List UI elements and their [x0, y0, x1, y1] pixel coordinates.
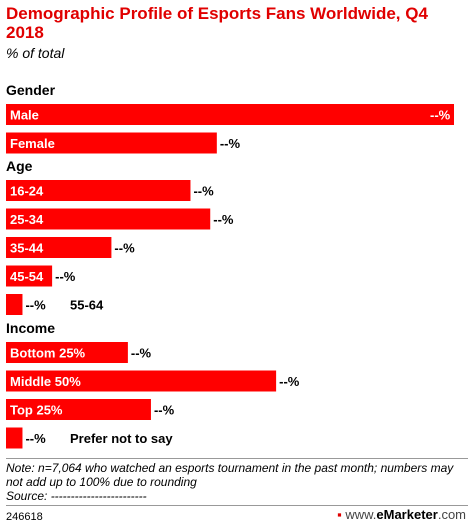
- chart-subtitle: % of total: [6, 45, 65, 61]
- footer-divider-bottom: [6, 505, 468, 506]
- bar-middle-50: [6, 370, 277, 392]
- bar-16-24: [6, 180, 191, 201]
- bar-label-top-25: Top 25%: [10, 403, 63, 418]
- bar-label-female: Female: [10, 136, 55, 151]
- bar-55-64: [6, 294, 23, 315]
- group-label-income: Income: [6, 320, 55, 336]
- data-label-16-24: --%: [193, 184, 214, 199]
- data-label-top-25: --%: [154, 403, 175, 418]
- bar-label-prefer-not-to-say: Prefer not to say: [70, 431, 173, 446]
- data-label-35-44: --%: [114, 241, 135, 256]
- data-label-male: --%: [430, 108, 451, 123]
- bar-label-16-24: 16-24: [10, 184, 44, 199]
- bar-label-middle-50: Middle 50%: [10, 374, 81, 389]
- bar-male: [6, 104, 454, 125]
- bar-45-54: [6, 265, 53, 287]
- emarketer-logo[interactable]: ▪ www.eMarketer.com: [337, 507, 466, 522]
- group-label-age: Age: [6, 158, 33, 174]
- group-label-gender: Gender: [6, 82, 56, 98]
- logo-name: eMarketer: [376, 507, 438, 522]
- bar-25-34: [6, 208, 211, 230]
- note-text: Note: n=7,064 who watched an esports tou…: [6, 461, 454, 489]
- logo-www: www.: [345, 507, 377, 522]
- bar-label-45-54: 45-54: [10, 269, 44, 284]
- logo-tld: .com: [437, 507, 466, 522]
- data-label-25-34: --%: [213, 212, 234, 227]
- bar-label-55-64: 55-64: [70, 298, 104, 313]
- bar-bottom-25: [6, 342, 128, 363]
- bar-prefer-not-to-say: [6, 427, 23, 449]
- bar-label-35-44: 35-44: [10, 241, 44, 256]
- chart-title: Demographic Profile of Esports Fans Worl…: [6, 4, 428, 42]
- data-label-prefer-not-to-say: --%: [25, 431, 46, 446]
- data-label-female: --%: [220, 136, 241, 151]
- logo-bullet-icon: ▪: [337, 507, 342, 522]
- bar-top-25: [6, 399, 151, 420]
- bar-label-bottom-25: Bottom 25%: [10, 346, 86, 361]
- data-label-55-64: --%: [25, 298, 46, 313]
- data-label-bottom-25: --%: [131, 346, 152, 361]
- bar-label-25-34: 25-34: [10, 212, 44, 227]
- chart-id: 246618: [6, 511, 43, 523]
- data-label-middle-50: --%: [279, 374, 300, 389]
- footer-divider: [6, 458, 468, 459]
- source-text: Source: ------------------------: [6, 489, 147, 503]
- bar-female: [6, 132, 217, 154]
- bar-label-male: Male: [10, 108, 39, 123]
- bar-35-44: [6, 237, 112, 258]
- data-label-45-54: --%: [55, 269, 76, 284]
- chart-note: Note: n=7,064 who watched an esports tou…: [6, 461, 468, 503]
